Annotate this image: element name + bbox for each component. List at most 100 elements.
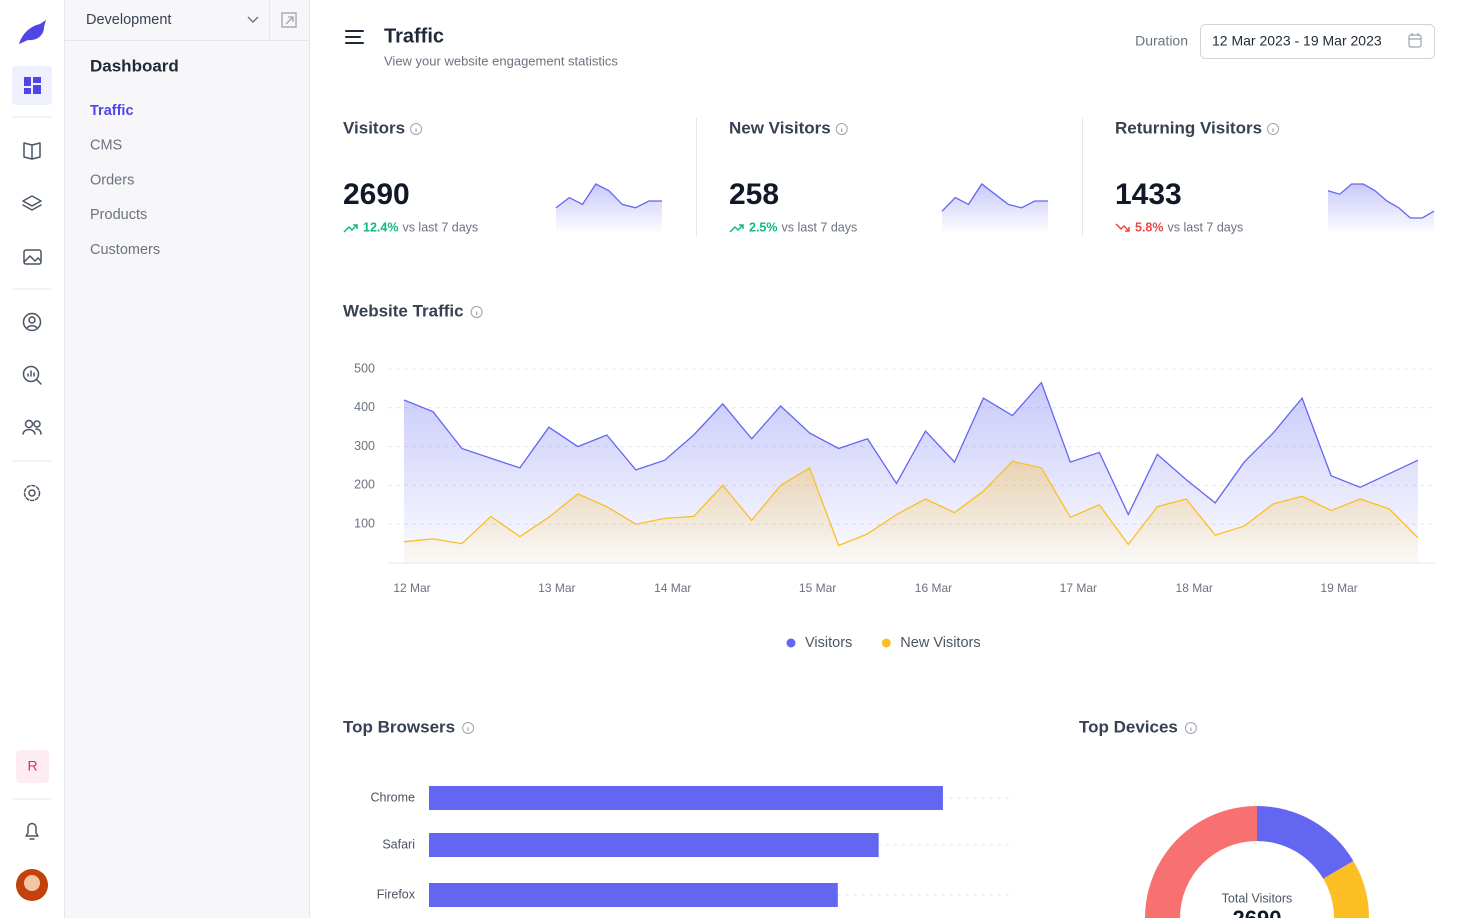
page-subtitle: View your website engagement statistics [384, 53, 618, 68]
legend-label[interactable]: Visitors [805, 635, 852, 651]
legend-dot[interactable] [786, 638, 796, 648]
trend-arrow [729, 224, 744, 233]
user-icon[interactable] [22, 312, 42, 332]
y-tick-label: Chrome [371, 790, 416, 804]
chart-title: Website Traffic [343, 301, 464, 320]
center-value: 2690 [1233, 906, 1282, 918]
nav-item[interactable]: Customers [90, 242, 160, 258]
info-icon[interactable] [462, 722, 475, 734]
stat-change: 2.5% [749, 220, 778, 234]
bar[interactable] [429, 833, 879, 857]
x-tick-label: 13 Mar [538, 581, 575, 595]
traffic-chart: Website Traffic 100 200 300 400 500 12 Mar 13 M… [343, 301, 1435, 651]
info-icon[interactable] [1267, 123, 1280, 135]
settings-icon[interactable] [23, 484, 41, 502]
legend-label[interactable]: New Visitors [900, 635, 980, 651]
bar[interactable] [429, 883, 838, 907]
y-tick-label: 500 [354, 361, 375, 375]
y-tick-label: 400 [354, 400, 375, 414]
sparkline [555, 183, 662, 209]
info-icon[interactable] [835, 123, 848, 135]
user-initial-box[interactable] [16, 750, 49, 783]
stat-value: 1433 [1115, 178, 1182, 211]
legend-dot[interactable] [881, 638, 891, 648]
chart-title: Top Devices [1079, 717, 1178, 736]
y-tick-label: 300 [354, 439, 375, 453]
sidebar: Development Dashboard Traffic CMS Orders Pr… [65, 0, 310, 918]
donut-segment[interactable] [1323, 860, 1369, 918]
info-icon[interactable] [410, 123, 423, 135]
analytics-icon[interactable] [22, 365, 42, 385]
stat-comparison: vs last 7 days [782, 220, 858, 234]
x-tick-label: 19 Mar [1320, 581, 1357, 595]
nav-item[interactable]: Traffic [90, 103, 134, 119]
logo[interactable] [19, 20, 46, 44]
browsers-chart: Top Browsers Chrome Safari Firefox [343, 717, 1013, 907]
team-icon[interactable] [22, 419, 42, 435]
active-nav-bg [12, 66, 52, 105]
donut-segment[interactable] [1257, 806, 1354, 879]
x-tick-label: 14 Mar [654, 581, 691, 595]
info-icon[interactable] [470, 306, 483, 318]
duration-label: Duration [1135, 33, 1188, 49]
sparkline-area [556, 184, 662, 232]
y-tick-label: 200 [354, 478, 375, 492]
stat-comparison: vs last 7 days [1168, 220, 1244, 234]
date-picker[interactable] [1200, 24, 1435, 59]
stat-title: Returning Visitors [1115, 118, 1262, 137]
book-icon[interactable] [23, 142, 41, 160]
stat-change: 12.4% [363, 220, 398, 234]
avatar-face [24, 875, 40, 891]
trend-arrow [1115, 223, 1130, 232]
x-tick-label: 12 Mar [393, 581, 430, 595]
main: Traffic View your website engagement sta… [343, 24, 1435, 918]
stat-comparison: vs last 7 days [402, 220, 478, 234]
date-range: 12 Mar 2023 - 19 Mar 2023 [1212, 33, 1382, 49]
sparkline-area [942, 184, 1048, 232]
layers-icon[interactable] [22, 195, 42, 211]
x-tick-label: 18 Mar [1176, 581, 1213, 595]
stat-change: 5.8% [1135, 220, 1164, 234]
line [403, 381, 1419, 517]
calendar-icon[interactable] [1408, 33, 1422, 48]
user-initial: R [27, 758, 37, 774]
stat-value: 258 [729, 178, 779, 211]
chart-title: Top Browsers [343, 717, 455, 736]
sparkline [1327, 183, 1435, 219]
donut-segment[interactable] [1145, 806, 1257, 918]
stat-title: New Visitors [729, 118, 831, 137]
info-icon[interactable] [1184, 722, 1197, 734]
sparkline [941, 183, 1048, 212]
sparkline-area [1328, 184, 1434, 232]
open-icon[interactable] [281, 12, 297, 28]
stat-title: Visitors [343, 118, 405, 137]
trend-arrow [343, 224, 358, 233]
nav-title: Dashboard [90, 56, 179, 75]
nav-item[interactable]: Products [90, 207, 147, 223]
dashboard-icon[interactable] [24, 77, 41, 94]
page-title: Traffic [384, 25, 444, 47]
center-label: Total Visitors [1222, 891, 1293, 905]
nav-item[interactable]: Orders [90, 172, 134, 188]
icon-rail: R [0, 0, 65, 918]
menu-button[interactable] [345, 30, 364, 44]
y-tick-label: 100 [354, 516, 375, 530]
chevron[interactable] [247, 16, 259, 23]
bar[interactable] [429, 786, 943, 810]
bell-icon[interactable] [25, 822, 39, 840]
image-icon[interactable] [23, 249, 42, 265]
x-tick-label: 16 Mar [915, 581, 952, 595]
area [404, 461, 1418, 563]
y-tick-label: Firefox [377, 887, 416, 901]
nav-item[interactable]: CMS [90, 138, 122, 154]
y-tick-label: Safari [382, 837, 415, 851]
x-tick-label: 17 Mar [1060, 581, 1097, 595]
nav-list: Traffic CMS Orders Products Customers [90, 103, 160, 258]
stats: Visitors 2690 12.4% vs last 7 days New Visit… [343, 118, 1435, 234]
x-tick-label: 15 Mar [799, 581, 836, 595]
stat-value: 2690 [343, 178, 410, 211]
line [403, 460, 1419, 547]
workspace-select[interactable]: Development [86, 12, 171, 28]
